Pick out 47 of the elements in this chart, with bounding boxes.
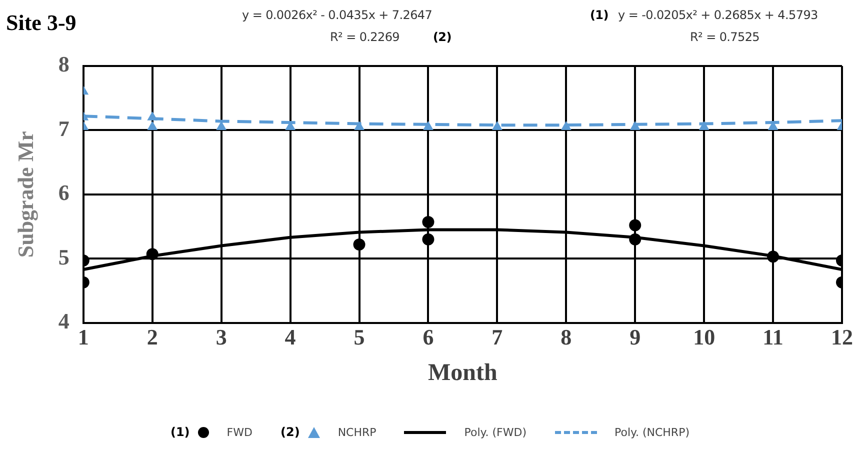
x-tick-label: 11 [762,324,784,350]
text: (2) [433,30,452,44]
point [354,120,364,130]
x-tick-label: 10 [693,324,716,350]
text: R² = 0.7525 [690,30,760,44]
x-tick-label: 6 [422,324,434,350]
x-tick-label: 1 [78,324,89,350]
text: R² = 0.2269 [330,30,400,44]
x-tick-label: 2 [146,324,158,350]
point [147,111,158,120]
x-tick-label: 9 [630,324,641,350]
x-tick-label: 12 [831,324,853,350]
point [492,120,502,130]
point [560,120,572,130]
legend-label: NCHRP [338,426,376,438]
y-tick-label: 4 [58,308,70,334]
x-tick-label: 4 [284,324,296,350]
text: y = 0.0026x² - 0.0435x + 7.2647 [242,8,432,22]
y-axis-title: Subgrade Mr [12,130,38,258]
point [629,233,642,246]
text: (2) [280,425,300,439]
point [629,219,642,232]
y-tick-label: 6 [58,180,70,206]
text: (1) [590,8,608,22]
point [422,216,434,228]
text: (1) [170,425,190,439]
point [698,120,710,130]
point [353,238,366,250]
x-tick-label: 5 [354,324,365,350]
x-tick-label: 3 [216,324,227,350]
x-tick-label: 7 [492,324,503,350]
legend-label: Poly. (NCHRP) [614,426,690,438]
x-axis-title: Month [428,360,498,386]
legend-label: FWD [226,426,252,438]
point [630,120,640,130]
text: y = -0.0205x² + 0.2685x + 4.5793 [618,8,818,22]
point [146,248,158,260]
point [423,120,434,130]
x-tick-label: 8 [560,324,572,350]
point [422,233,434,246]
chart-title: Site 3-9 [6,10,76,36]
y-tick-label: 7 [58,116,70,141]
point [767,250,780,263]
point [147,120,158,130]
legend-label: Poly. (FWD) [464,426,526,438]
y-tick-label: 8 [58,52,70,77]
y-tick-label: 5 [58,244,70,270]
